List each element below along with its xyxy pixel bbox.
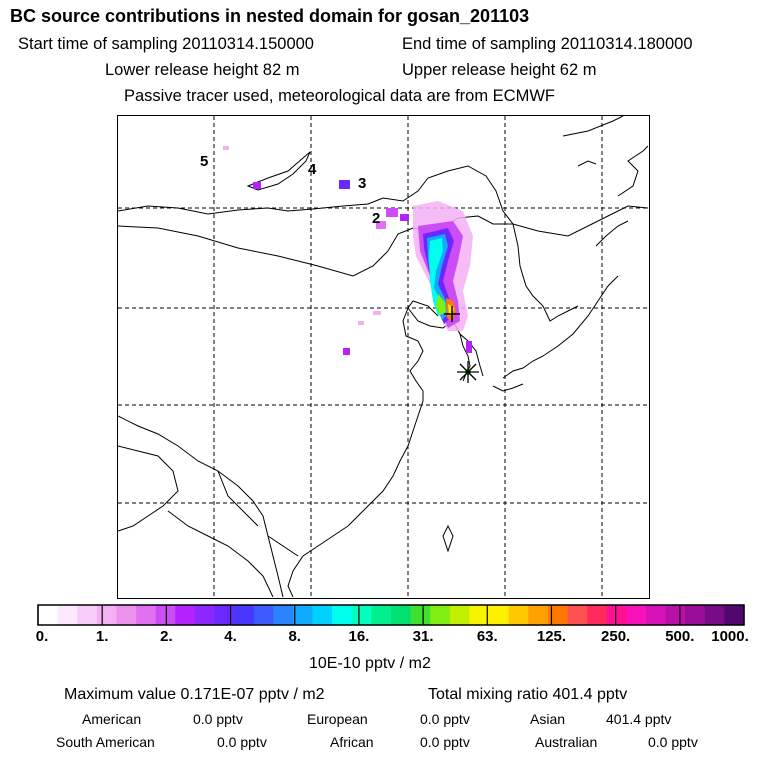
colorbar-swatch [332, 605, 353, 625]
end-time-text: End time of sampling 20110314.180000 [402, 35, 693, 53]
colorbar [37, 604, 745, 626]
colorbar-tick-label: 1. [95, 628, 109, 645]
colorbar-swatch [96, 605, 117, 625]
colorbar-swatch [489, 605, 509, 625]
colorbar-swatch [508, 605, 529, 625]
colorbar-swatch [606, 605, 627, 625]
map-canvas: 5 4 3 2 [118, 116, 648, 597]
asian-value: 401.4 pptv [606, 711, 672, 727]
colorbar-swatch [567, 605, 588, 625]
receptor-star-icon [457, 361, 479, 383]
colorbar-swatch [136, 605, 156, 625]
australian-label: Australian [535, 734, 598, 750]
page-title: BC source contributions in nested domain… [10, 6, 530, 26]
south-american-label: South American [56, 734, 155, 750]
colorbar-tick-label: 0. [35, 628, 49, 645]
european-value: 0.0 pptv [420, 711, 470, 727]
colorbar-tick-label: 500. [665, 628, 695, 645]
coastlines [118, 116, 648, 597]
colorbar-swatch [155, 605, 176, 625]
colorbar-swatch [38, 605, 58, 625]
colorbar-swatch [77, 605, 98, 625]
colorbar-swatch [175, 605, 196, 625]
colorbar-swatch [391, 605, 411, 625]
colorbar-tick-label: 125. [536, 628, 567, 645]
trajectory-label-5: 5 [200, 153, 208, 170]
colorbar-swatch [410, 605, 431, 625]
african-value: 0.0 pptv [420, 734, 470, 750]
colorbar-swatch [665, 605, 686, 625]
colorbar-tick-label: 4. [224, 628, 237, 645]
trajectory-label-4: 4 [308, 161, 317, 178]
asian-label: Asian [530, 711, 566, 727]
colorbar-swatch [547, 605, 568, 625]
start-time-text: Start time of sampling 20110314.150000 [18, 35, 314, 53]
colorbar-tick-label: 1000. [711, 628, 749, 645]
colorbar-tick-label: 31. [412, 628, 434, 645]
colorbar-swatch [371, 605, 392, 625]
colorbar-swatch [724, 605, 745, 625]
american-value: 0.0 pptv [193, 711, 243, 727]
maximum-value-text: Maximum value 0.171E-07 pptv / m2 [64, 686, 325, 703]
colorbar-swatch [645, 605, 666, 625]
south-american-value: 0.0 pptv [217, 734, 267, 750]
lower-height-text: Lower release height 82 m [105, 61, 300, 79]
total-mixing-text: Total mixing ratio 401.4 pptv [428, 686, 628, 703]
colorbar-swatch [469, 605, 490, 625]
colorbar-swatch [116, 605, 137, 625]
map-panel: 5 4 3 2 [117, 115, 650, 599]
colorbar-swatch [194, 605, 215, 625]
colorbar-swatch [57, 605, 78, 625]
lat-lon-grid [118, 116, 648, 597]
colorbar-swatch [253, 605, 274, 625]
european-label: European [307, 711, 368, 727]
colorbar-tick-label: 8. [288, 628, 301, 645]
concentration-plume [223, 146, 473, 355]
trajectory-label-3: 3 [358, 175, 366, 192]
colorbar-tick-label: 2. [160, 628, 173, 645]
colorbar-tick-label: 16. [348, 628, 370, 645]
african-label: African [330, 734, 374, 750]
colorbar-swatch [292, 605, 313, 625]
colorbar-tick-label: 63. [476, 628, 498, 645]
colorbar-units: 10E-10 pptv / m2 [309, 655, 431, 672]
colorbar-swatch [430, 605, 451, 625]
colorbar-swatch [312, 605, 333, 625]
colorbar-swatch [234, 605, 255, 625]
colorbar-swatch [587, 605, 608, 625]
upper-height-text: Upper release height 62 m [402, 61, 597, 79]
colorbar-tick-label: 250. [601, 628, 631, 645]
colorbar-swatch [214, 605, 235, 625]
release-point-marker [444, 306, 460, 322]
tracer-note-text: Passive tracer used, meteorological data… [124, 87, 555, 105]
colorbar-swatch [528, 605, 549, 625]
trajectory-label-2: 2 [372, 210, 380, 227]
colorbar-swatch [704, 605, 725, 625]
colorbar-swatch [626, 605, 647, 625]
colorbar-swatch [685, 605, 706, 625]
colorbar-swatch [449, 605, 470, 625]
colorbar-swatch [273, 605, 294, 625]
colorbar-frame [37, 604, 745, 626]
australian-value: 0.0 pptv [648, 734, 698, 750]
american-label: American [82, 711, 142, 727]
colorbar-swatch [351, 605, 372, 625]
